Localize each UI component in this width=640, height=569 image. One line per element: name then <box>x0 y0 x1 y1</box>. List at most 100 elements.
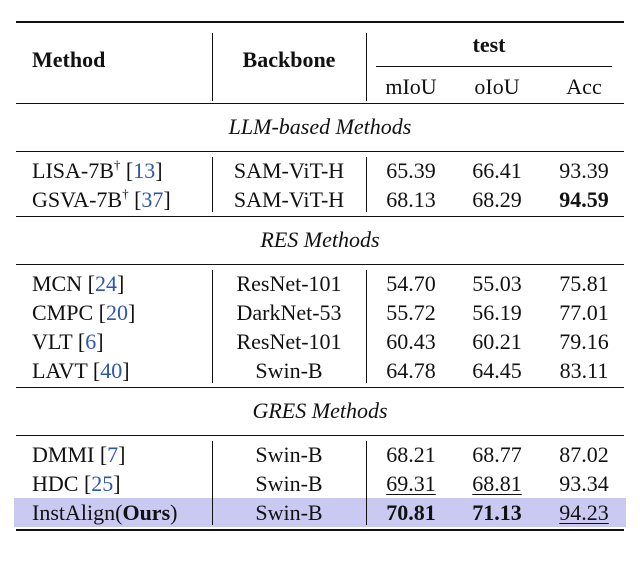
score-cell: 83.11 <box>559 357 609 383</box>
citation[interactable]: 20 <box>105 299 128 325</box>
method-text: MCN [ <box>32 270 95 296</box>
score-cell: 60.21 <box>472 328 522 354</box>
method-cell: HDC [25] <box>32 471 121 497</box>
backbone-cell: DarkNet-53 <box>236 299 342 325</box>
column-separator <box>366 270 367 383</box>
backbone-cell: ResNet-101 <box>236 328 342 354</box>
score-cell: 69.31 <box>386 470 436 496</box>
header-column: oIoU <box>474 74 520 99</box>
backbone-cell: ResNet-101 <box>236 270 342 296</box>
method-text: DMMI [ <box>32 441 108 467</box>
score-cell: 56.19 <box>472 299 522 325</box>
backbone-cell: Swin-B <box>255 470 323 496</box>
method-cell: CMPC [20] <box>32 300 135 326</box>
header-column: Acc <box>566 74 602 99</box>
score-cell: 68.29 <box>472 186 522 212</box>
score-cell: 93.39 <box>559 157 609 183</box>
score-cell: 55.03 <box>472 270 522 296</box>
method-text: ] <box>116 270 125 296</box>
method-text: ] <box>118 441 126 467</box>
method-cell: LISA-7B† [13] <box>32 158 163 184</box>
rule <box>16 103 624 104</box>
method-cell: InstAlign(Ours) <box>32 500 177 526</box>
score-cell: 60.43 <box>386 328 436 354</box>
method-text: LAVT [ <box>32 357 101 383</box>
score-cell: 55.72 <box>386 299 436 325</box>
backbone-cell: SAM-ViT-H <box>233 186 345 212</box>
citation[interactable]: 24 <box>94 270 117 296</box>
method-text: ] <box>163 186 171 212</box>
method-cell: VLT [6] <box>32 329 104 355</box>
score-cell: 68.13 <box>386 186 436 212</box>
score-cell: 79.16 <box>559 328 609 354</box>
section-title: LLM-based Methods <box>228 114 412 139</box>
score-cell: 93.34 <box>559 470 609 496</box>
method-text: ] <box>155 157 163 183</box>
method-text: CMPC [ <box>32 299 106 325</box>
score-cell: 68.21 <box>386 441 436 467</box>
header-group: test <box>472 32 506 57</box>
backbone-cell: Swin-B <box>255 499 323 525</box>
score-cell: 66.41 <box>472 157 522 183</box>
score-cell: 64.78 <box>386 357 436 383</box>
method-text: † <box>122 185 129 201</box>
citation[interactable]: 25 <box>91 470 114 496</box>
score-cell: 70.81 <box>386 499 436 525</box>
column-separator <box>212 270 213 383</box>
column-separator <box>366 157 367 212</box>
header-backbone: Backbone <box>242 47 336 72</box>
citation[interactable]: 7 <box>107 441 119 467</box>
score-cell: 94.59 <box>559 186 609 212</box>
score-cell: 75.81 <box>559 270 609 296</box>
rule <box>16 387 624 388</box>
method-text: HDC [ <box>32 470 92 496</box>
section-title: GRES Methods <box>252 398 388 423</box>
method-text: Ours <box>122 499 171 525</box>
score-cell: 65.39 <box>386 157 436 183</box>
column-separator <box>366 441 367 525</box>
rule <box>16 529 624 531</box>
citation[interactable]: 37 <box>141 186 164 212</box>
column-separator <box>212 441 213 525</box>
score-cell: 87.02 <box>559 441 609 467</box>
method-text: ] <box>96 328 104 354</box>
rule <box>16 216 624 217</box>
header-method: Method <box>32 47 106 72</box>
group-rule <box>376 66 612 67</box>
method-text: ] <box>122 357 130 383</box>
method-text: ) <box>170 499 178 525</box>
rule <box>16 21 624 23</box>
highlight-row <box>14 498 626 527</box>
backbone-cell: SAM-ViT-H <box>233 157 345 183</box>
citation[interactable]: 40 <box>100 357 123 383</box>
rule <box>16 435 624 436</box>
backbone-cell: Swin-B <box>255 357 323 383</box>
rule <box>16 151 624 152</box>
section-title: RES Methods <box>260 227 380 252</box>
method-cell: MCN [24] <box>32 271 124 297</box>
citation[interactable]: 6 <box>85 328 97 354</box>
method-text: ] <box>113 470 121 496</box>
method-cell: DMMI [7] <box>32 442 126 468</box>
method-cell: GSVA-7B† [37] <box>32 187 171 213</box>
method-text: InstAlign( <box>32 499 123 525</box>
citation[interactable]: 13 <box>133 157 156 183</box>
score-cell: 54.70 <box>386 270 436 296</box>
score-cell: 68.81 <box>472 470 522 496</box>
rule <box>16 264 624 265</box>
score-cell: 71.13 <box>472 499 522 525</box>
score-cell: 68.77 <box>472 441 522 467</box>
column-separator <box>366 33 367 101</box>
score-cell: 94.23 <box>559 499 609 525</box>
score-cell: 77.01 <box>559 299 609 325</box>
score-cell: 64.45 <box>472 357 522 383</box>
method-cell: LAVT [40] <box>32 358 130 384</box>
method-text: LISA-7B <box>32 157 114 183</box>
method-text: ] <box>127 299 136 325</box>
backbone-cell: Swin-B <box>255 441 323 467</box>
method-text: [ <box>120 157 134 183</box>
column-separator <box>212 33 213 101</box>
method-text: GSVA-7B <box>32 186 123 212</box>
method-text: † <box>113 156 121 172</box>
